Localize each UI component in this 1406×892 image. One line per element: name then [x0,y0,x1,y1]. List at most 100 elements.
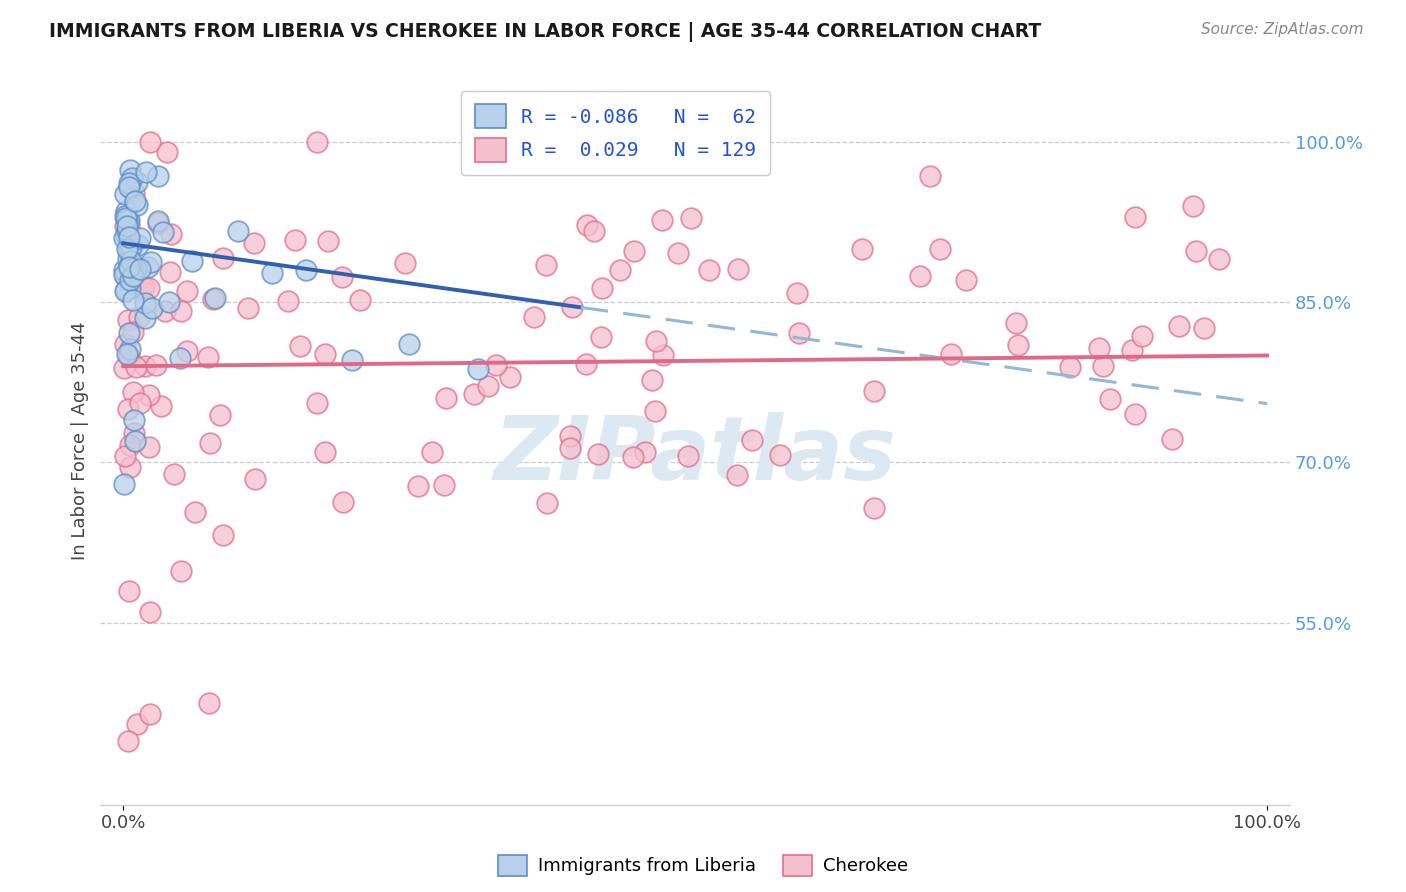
Point [138,388,160,402]
Point [523,310,546,325]
Point [277,293,299,308]
Point [128,396,150,410]
Point [115,270,138,285]
Point [139,605,162,619]
Point [127,237,149,252]
Point [316,234,339,248]
Point [242,236,264,251]
Point [1130,328,1153,343]
Point [114,337,136,351]
Point [169,351,191,365]
Point [120,240,142,254]
Point [204,291,226,305]
Point [197,350,219,364]
Point [558,429,581,443]
Point [1182,199,1205,213]
Point [668,245,690,260]
Point [114,210,136,224]
Point [135,165,157,179]
Point [122,385,145,400]
Point [644,404,666,418]
Point [651,348,673,362]
Point [153,304,176,318]
Point [591,280,613,294]
Point [139,135,162,149]
Point [575,219,598,233]
Point [284,233,307,247]
Point [330,270,353,285]
Point [117,258,139,272]
Point [609,263,631,277]
Text: IMMIGRANTS FROM LIBERIA VS CHEROKEE IN LABOR FORCE | AGE 35-44 CORRELATION CHART: IMMIGRANTS FROM LIBERIA VS CHEROKEE IN L… [49,22,1042,42]
Point [122,425,145,440]
Point [290,339,312,353]
Point [117,252,139,266]
Point [138,706,160,721]
Point [118,229,141,244]
Text: ZIPatlas: ZIPatlas [494,412,897,500]
Point [908,269,931,284]
Point [114,219,136,233]
Point [125,175,148,189]
Point [727,262,749,277]
Point [117,219,139,233]
Point [208,408,231,422]
Point [260,266,283,280]
Point [477,378,499,392]
Point [582,224,605,238]
Point [114,284,136,298]
Point [226,224,249,238]
Point [176,343,198,358]
Point [114,283,136,297]
Point [112,476,135,491]
Point [117,223,139,237]
Point [120,459,142,474]
Point [122,412,145,426]
Point [139,255,162,269]
Point [591,329,613,343]
Point [574,357,596,371]
Point [314,444,336,458]
Point [467,362,489,376]
Point [741,433,763,447]
Point [406,479,429,493]
Point [645,334,668,348]
Point [332,495,354,509]
Point [536,258,558,272]
Point [212,528,235,542]
Point [1167,318,1189,333]
Point [136,260,159,274]
Point [939,347,962,361]
Point [138,440,160,454]
Point [117,313,139,327]
Point [1121,343,1143,357]
Point [586,447,609,461]
Point [236,301,259,315]
Point [145,358,167,372]
Point [198,436,221,450]
Point [125,260,148,275]
Point [1059,360,1081,375]
Point [307,396,329,410]
Point [1192,321,1215,335]
Point [295,263,318,277]
Text: Source: ZipAtlas.com: Source: ZipAtlas.com [1201,22,1364,37]
Point [129,262,152,277]
Point [787,326,810,341]
Point [115,211,138,226]
Y-axis label: In Labor Force | Age 35-44: In Labor Force | Age 35-44 [72,322,89,560]
Point [118,273,141,287]
Point [159,265,181,279]
Point [314,347,336,361]
Point [122,325,145,339]
Point [621,450,644,464]
Point [558,442,581,456]
Point [183,504,205,518]
Point [769,448,792,462]
Point [128,231,150,245]
Point [198,696,221,710]
Point [146,169,169,184]
Point [118,163,141,178]
Point [118,242,141,256]
Point [120,281,142,295]
